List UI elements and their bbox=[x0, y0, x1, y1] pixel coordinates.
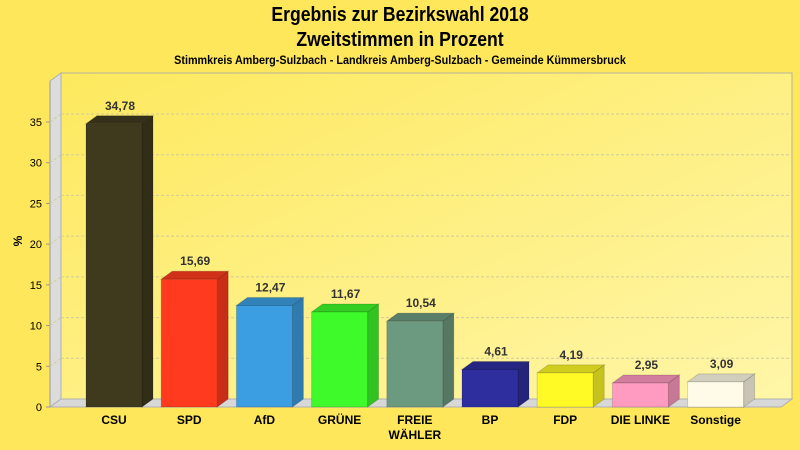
gridline-side bbox=[49, 195, 62, 204]
bar-top bbox=[535, 364, 606, 374]
bar-side bbox=[141, 114, 154, 408]
bar bbox=[461, 368, 519, 408]
x-tick-label: AfD bbox=[254, 413, 276, 427]
bar-group bbox=[310, 302, 381, 408]
gridline-side bbox=[49, 317, 62, 326]
data-label: 4,19 bbox=[560, 348, 584, 362]
bar bbox=[235, 304, 293, 408]
bar bbox=[85, 123, 143, 408]
bar-top bbox=[84, 115, 155, 125]
bar bbox=[386, 320, 444, 408]
bar bbox=[687, 381, 745, 408]
data-label: 4,61 bbox=[484, 344, 508, 358]
bar-top bbox=[686, 373, 757, 383]
y-tick-label: 10 bbox=[30, 321, 42, 333]
data-label: 2,95 bbox=[635, 358, 659, 372]
bar-top bbox=[234, 296, 305, 306]
bar-group bbox=[610, 373, 681, 408]
bar-group bbox=[686, 372, 757, 408]
gridline-side bbox=[49, 235, 62, 245]
x-tick-label: BP bbox=[482, 413, 499, 427]
bar bbox=[611, 382, 669, 408]
y-tick-label: 20 bbox=[30, 239, 42, 251]
bar-group bbox=[460, 360, 531, 408]
bar-top bbox=[460, 360, 531, 370]
bar-side bbox=[367, 302, 380, 408]
bar-group bbox=[234, 296, 305, 408]
x-tick-label: DIE LINKE bbox=[611, 413, 670, 427]
y-tick-label: 5 bbox=[36, 361, 42, 373]
gridline-side bbox=[49, 113, 62, 123]
data-label: 10,54 bbox=[406, 296, 436, 310]
data-label: 12,47 bbox=[255, 280, 285, 294]
x-tick-label: GRÜNE bbox=[318, 412, 361, 427]
y-axis-label: % bbox=[11, 235, 25, 246]
y-tick-label: 30 bbox=[30, 158, 42, 170]
gridline-side bbox=[49, 357, 62, 367]
data-label: 11,67 bbox=[331, 287, 361, 301]
y-tick-label: 25 bbox=[30, 198, 42, 210]
x-tick-label: FDP bbox=[553, 413, 577, 427]
y-tick-label: 35 bbox=[30, 117, 42, 129]
bar bbox=[160, 278, 218, 408]
x-tick-label: CSU bbox=[101, 413, 126, 427]
y-tick-label: 0 bbox=[36, 402, 42, 414]
bar bbox=[311, 311, 369, 408]
data-label: 3,09 bbox=[710, 357, 734, 371]
bar-side bbox=[291, 296, 304, 408]
x-tick-label: Sonstige bbox=[690, 413, 741, 427]
bar-top bbox=[610, 374, 681, 384]
bar-group bbox=[385, 312, 456, 408]
bar-side bbox=[216, 270, 229, 408]
data-label: 34,78 bbox=[105, 99, 135, 113]
y-tick-label: 15 bbox=[30, 280, 42, 292]
bar-side bbox=[442, 312, 455, 408]
chart-caption: Stimmkreis Amberg-Sulzbach - Landkreis A… bbox=[174, 53, 626, 67]
bar-group bbox=[84, 114, 155, 408]
bar-group bbox=[159, 270, 230, 408]
chart-subtitle: Zweitstimmen in Prozent bbox=[296, 29, 504, 51]
data-label: 15,69 bbox=[180, 254, 210, 268]
x-tick-label: SPD bbox=[177, 413, 202, 427]
bar-top bbox=[310, 303, 381, 313]
x-tick-label: WÄHLER bbox=[388, 427, 441, 442]
bar-top bbox=[385, 312, 456, 322]
gridline-side bbox=[49, 154, 62, 164]
bar-top bbox=[159, 270, 230, 280]
bar bbox=[536, 372, 594, 408]
x-tick-label: FREIE bbox=[397, 413, 432, 427]
chart-title: Ergebnis zur Bezirkswahl 2018 bbox=[271, 4, 529, 26]
bar-group bbox=[535, 363, 606, 408]
gridline-side bbox=[49, 276, 62, 286]
